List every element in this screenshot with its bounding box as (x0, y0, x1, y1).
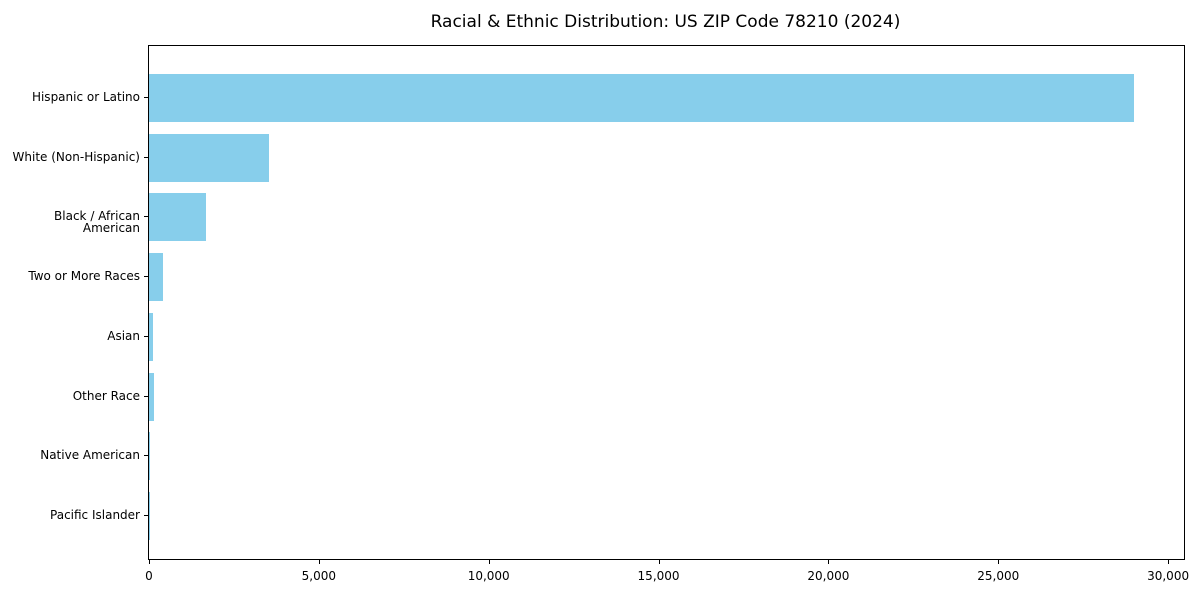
y-tick-mark (144, 97, 148, 98)
x-tick-label-15000: 15,000 (637, 569, 680, 583)
y-tick-mark (144, 395, 148, 397)
x-tick-mark (149, 560, 150, 564)
y-tick-mark (144, 276, 148, 278)
y-tick-label-white-non-hispanic: White (Non-Hispanic) (12, 149, 140, 164)
y-tick-label-other-race: Other Race (72, 388, 140, 403)
y-tick-label-native-american: Native American (40, 448, 140, 463)
bar-hispanic-or-latino (149, 74, 1135, 122)
plot-area (148, 45, 1185, 560)
y-tick-mark (144, 335, 148, 337)
x-tick-mark (998, 560, 1000, 564)
chart-title: Racial & Ethnic Distribution: US ZIP Cod… (430, 12, 901, 32)
bar-two-or-more-races (149, 253, 163, 302)
bar-black-african-american (149, 193, 207, 242)
x-tick-label-25000: 25,000 (977, 569, 1020, 583)
x-tick-label-5000: 5,000 (301, 569, 337, 583)
y-tick-label-pacific-islander: Pacific Islander (50, 508, 140, 522)
bar-native-american (149, 432, 151, 481)
bar-white-non-hispanic (149, 133, 269, 182)
y-tick-mark (144, 455, 148, 457)
y-tick-mark (144, 216, 148, 218)
x-tick-mark (488, 560, 490, 564)
x-tick-mark (658, 560, 660, 564)
y-tick-mark (144, 515, 148, 516)
y-tick-label-hispanic-or-latino: Hispanic or Latino (31, 90, 140, 104)
x-tick-mark (318, 560, 320, 564)
x-tick-mark (1168, 560, 1170, 564)
x-tick-label-30000: 30,000 (1147, 569, 1190, 583)
bar-asian (149, 312, 154, 361)
y-tick-label-black-african-american: Black / African American (54, 209, 140, 236)
x-tick-label-10000: 10,000 (467, 569, 510, 583)
bar-other-race (149, 372, 154, 421)
x-tick-mark (828, 560, 830, 564)
y-tick-label-two-or-more-races: Two or More Races (28, 269, 140, 284)
y-tick-mark (144, 156, 148, 158)
x-tick-label-0: 0 (145, 569, 153, 583)
x-tick-label-20000: 20,000 (807, 569, 850, 583)
y-tick-label-asian: Asian (107, 328, 140, 343)
